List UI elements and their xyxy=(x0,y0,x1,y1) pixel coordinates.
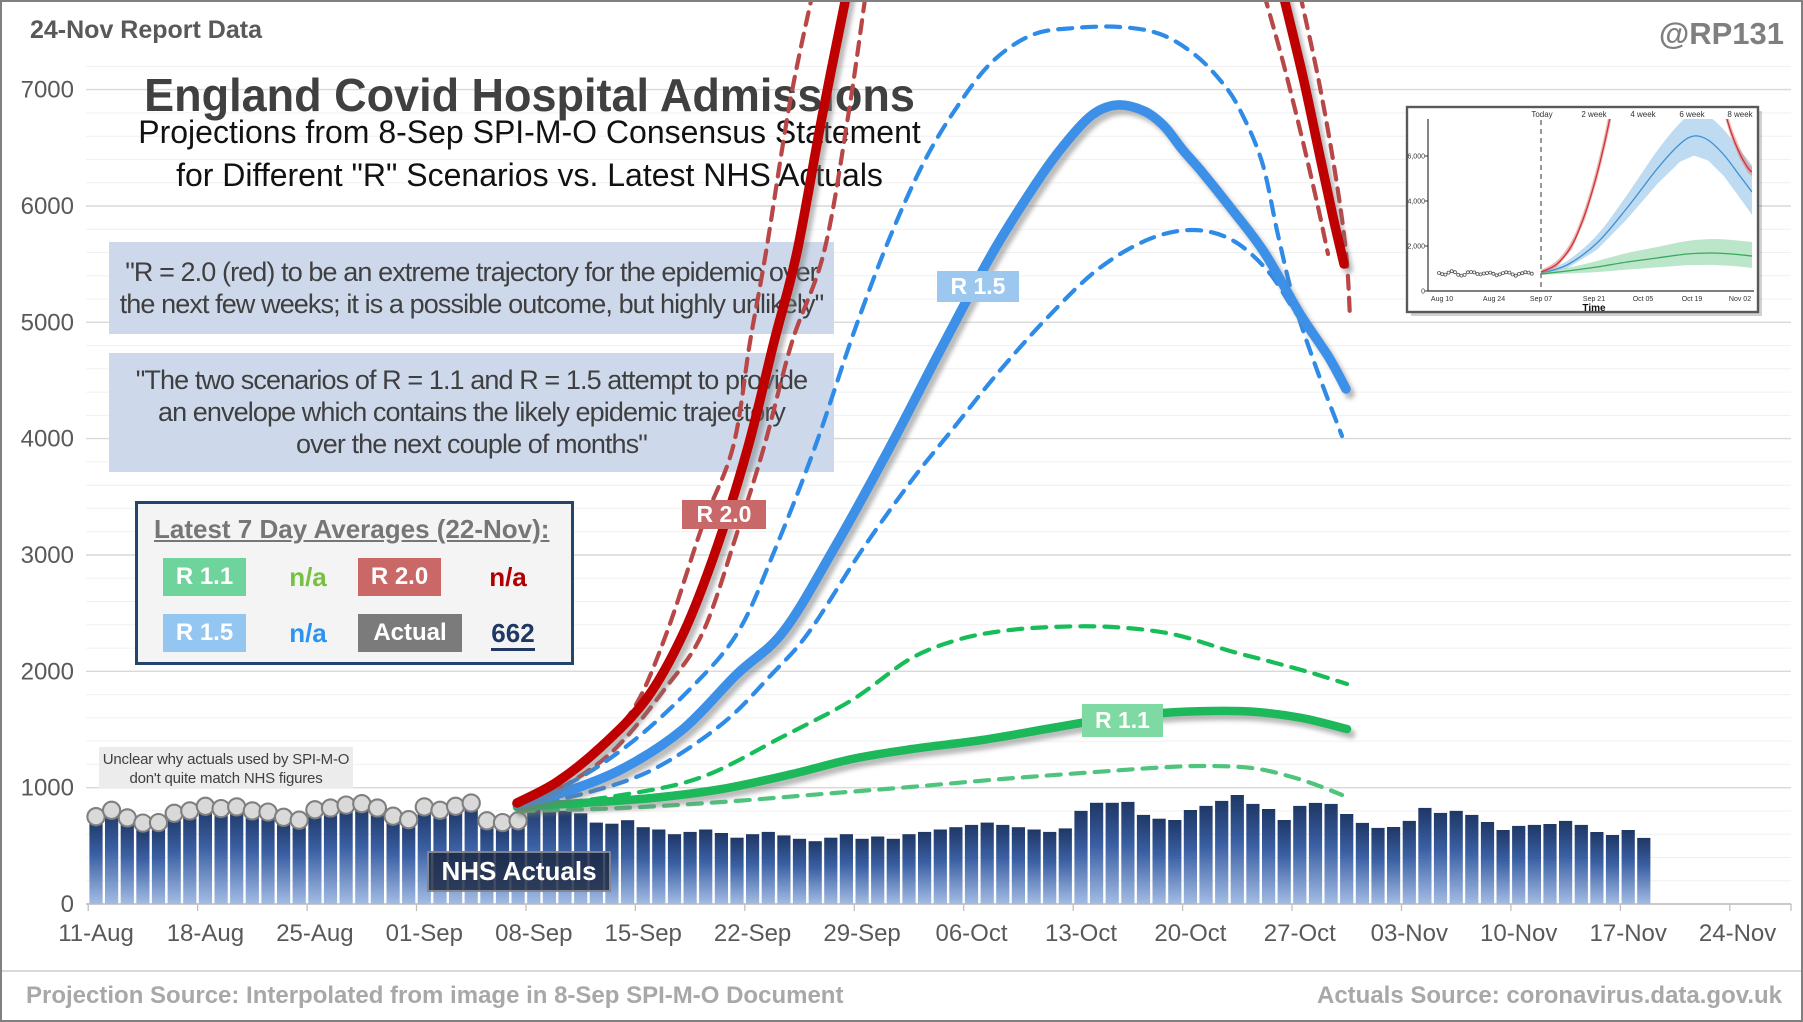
svg-text:5000: 5000 xyxy=(21,309,74,336)
svg-text:Aug 24: Aug 24 xyxy=(1483,296,1505,303)
svg-text:6,000: 6,000 xyxy=(1407,154,1425,161)
svg-text:27-Oct: 27-Oct xyxy=(1264,920,1336,947)
svg-text:3000: 3000 xyxy=(21,542,74,569)
svg-text:0: 0 xyxy=(1421,289,1425,296)
svg-text:15-Sep: 15-Sep xyxy=(605,920,682,947)
svg-text:18-Aug: 18-Aug xyxy=(167,920,244,947)
svg-text:Today: Today xyxy=(1531,110,1552,119)
svg-text:4000: 4000 xyxy=(21,426,74,453)
svg-text:22-Sep: 22-Sep xyxy=(714,920,791,947)
svg-text:24-Nov: 24-Nov xyxy=(1699,920,1776,947)
svg-text:06-Oct: 06-Oct xyxy=(935,920,1007,947)
svg-text:Oct 19: Oct 19 xyxy=(1682,296,1703,303)
svg-text:10-Nov: 10-Nov xyxy=(1480,920,1557,947)
svg-text:2 week: 2 week xyxy=(1581,110,1607,119)
svg-text:17-Nov: 17-Nov xyxy=(1590,920,1667,947)
svg-text:6 week: 6 week xyxy=(1679,110,1705,119)
svg-text:Oct 05: Oct 05 xyxy=(1633,296,1654,303)
svg-text:1000: 1000 xyxy=(21,775,74,802)
svg-text:2000: 2000 xyxy=(21,658,74,685)
svg-text:Nov 02: Nov 02 xyxy=(1729,296,1751,303)
svg-text:0: 0 xyxy=(61,891,74,918)
svg-text:7000: 7000 xyxy=(21,77,74,104)
svg-text:01-Sep: 01-Sep xyxy=(386,920,463,947)
svg-text:Time: Time xyxy=(1582,303,1606,314)
svg-text:2,000: 2,000 xyxy=(1407,244,1425,251)
svg-text:4,000: 4,000 xyxy=(1407,199,1425,206)
svg-text:6000: 6000 xyxy=(21,193,74,220)
svg-text:Aug 10: Aug 10 xyxy=(1431,296,1453,303)
svg-text:29-Sep: 29-Sep xyxy=(823,920,900,947)
svg-text:4 week: 4 week xyxy=(1630,110,1656,119)
svg-text:20-Oct: 20-Oct xyxy=(1154,920,1226,947)
svg-text:13-Oct: 13-Oct xyxy=(1045,920,1117,947)
svg-text:8 week: 8 week xyxy=(1727,110,1753,119)
svg-text:Sep 21: Sep 21 xyxy=(1583,296,1605,303)
svg-text:25-Aug: 25-Aug xyxy=(276,920,353,947)
svg-text:03-Nov: 03-Nov xyxy=(1371,920,1448,947)
svg-text:08-Sep: 08-Sep xyxy=(495,920,572,947)
svg-text:Sep 07: Sep 07 xyxy=(1530,296,1552,303)
svg-text:11-Aug: 11-Aug xyxy=(58,920,134,947)
